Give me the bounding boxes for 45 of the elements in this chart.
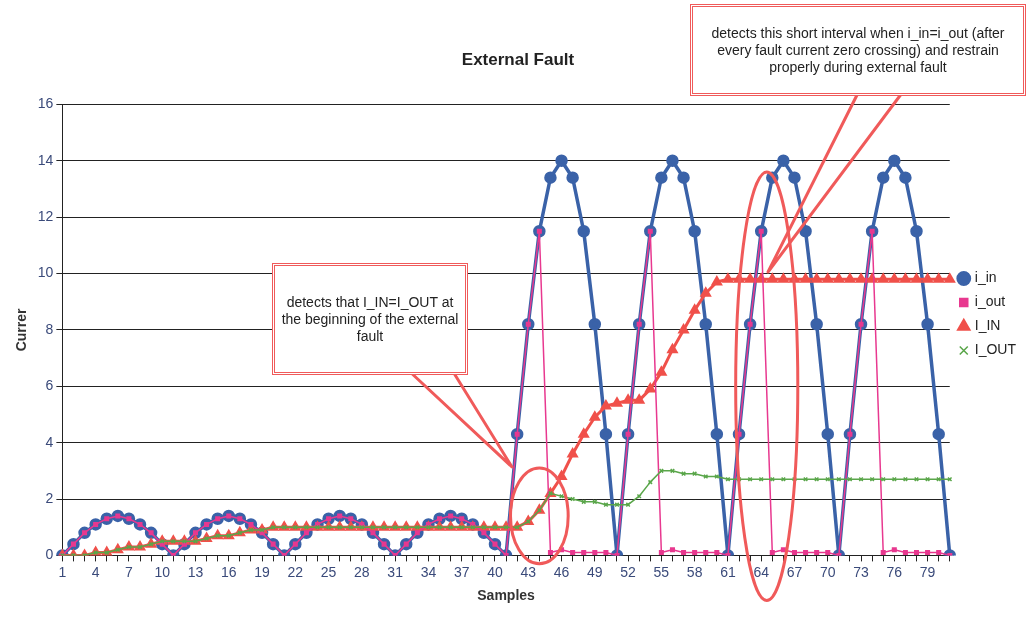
x-axis-title: Samples [477, 587, 536, 604]
callout-box: detects this short interval when i_in=i_out (after every fault current zero crossing) and restrain properly during external fault [690, 4, 1026, 96]
y-tick-label: 6 [45, 377, 54, 394]
x-tick-label: 46 [553, 563, 570, 580]
y-tick-label: 8 [45, 320, 54, 337]
y-tick-label: 16 [37, 95, 54, 112]
callout-box: detects that I_IN=I_OUT at the beginning of the external fault [272, 263, 468, 375]
x-tick-label: 37 [453, 563, 470, 580]
x-tick-label: 61 [720, 563, 736, 580]
x-tick-label: 7 [125, 563, 134, 580]
legend-label: i_out [974, 293, 1006, 310]
x-tick-label: 16 [220, 563, 237, 580]
x-tick-label: 73 [853, 563, 870, 580]
chart-title: External Fault [461, 49, 575, 69]
x-tick-label: 58 [686, 563, 703, 580]
legend-label: I_OUT [974, 341, 1017, 358]
y-tick-label: 14 [37, 151, 54, 168]
x-tick-label: 10 [154, 563, 171, 580]
x-tick-label: 52 [620, 563, 637, 580]
legend-label: I_IN [974, 317, 1001, 334]
x-tick-label: 25 [320, 563, 337, 580]
x-tick-label: 34 [420, 563, 437, 580]
y-tick-label: 4 [45, 433, 54, 450]
x-tick-label: 40 [487, 563, 503, 580]
x-tick-label: 4 [91, 563, 100, 580]
x-tick-label: 55 [653, 563, 670, 580]
y-tick-label: 12 [37, 208, 54, 225]
x-tick-label: 1 [58, 563, 67, 580]
x-tick-label: 67 [786, 563, 803, 580]
y-tick-label: 10 [37, 264, 54, 281]
x-tick-label: 70 [819, 563, 836, 580]
y-axis-title: Currer [13, 307, 30, 352]
x-tick-label: 28 [354, 563, 370, 580]
x-tick-label: 22 [287, 563, 304, 580]
legend-label: i_in [974, 269, 997, 286]
x-tick-label: 49 [587, 563, 603, 580]
x-tick-label: 31 [387, 563, 404, 580]
x-tick-label: 79 [919, 563, 936, 580]
x-tick-label: 64 [753, 563, 770, 580]
y-tick-label: 0 [45, 546, 54, 563]
y-tick-label: 2 [45, 489, 54, 506]
x-tick-label: 43 [520, 563, 537, 580]
x-tick-label: 76 [886, 563, 903, 580]
x-tick-label: 13 [187, 563, 204, 580]
x-tick-label: 19 [254, 563, 271, 580]
